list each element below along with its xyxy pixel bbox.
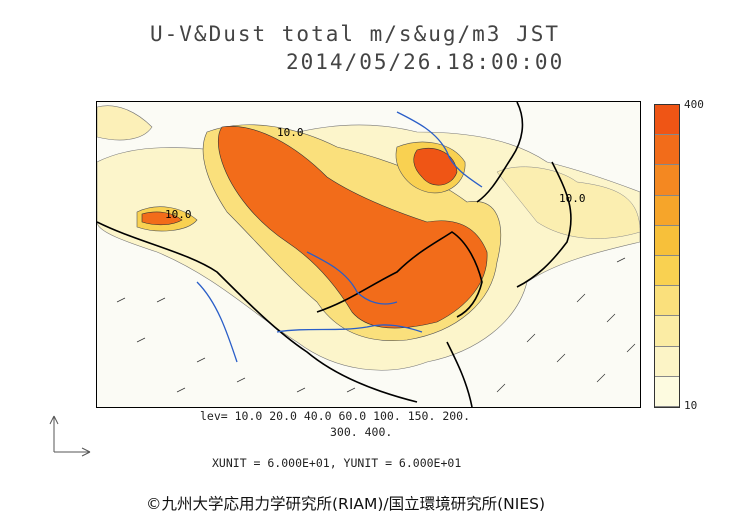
color-legend-swatch: [655, 346, 679, 377]
wind-vectors: [116, 257, 636, 393]
color-legend: [654, 104, 680, 408]
legend-max-label: 400: [684, 98, 704, 111]
map-timestamp: 2014/05/26.18:00:00: [286, 50, 565, 74]
color-legend-swatch: [655, 225, 679, 256]
contour-levels: lev= 10.0 20.0 40.0 60.0 100. 150. 200.: [200, 409, 471, 423]
reference-vector-icon: [49, 415, 91, 457]
dust-core: [141, 126, 488, 329]
color-legend-swatch: [655, 135, 679, 166]
color-legend-swatch: [655, 376, 679, 407]
contour-label: 10.0: [559, 192, 586, 205]
color-legend-swatch: [655, 165, 679, 196]
color-legend-swatch: [655, 286, 679, 317]
dust-map: 10.0 10.0 10.0: [96, 101, 641, 408]
color-legend-swatch: [655, 316, 679, 347]
color-legend-swatch: [655, 255, 679, 287]
contour-label: 10.0: [277, 126, 304, 139]
color-legend-swatch: [655, 105, 679, 136]
rivers: [196, 111, 483, 363]
contour-levels-cont: 300. 400.: [330, 425, 393, 439]
vector-units: XUNIT = 6.000E+01, YUNIT = 6.000E+01: [212, 456, 462, 470]
copyright: ©九州大学応用力学研究所(RIAM)/国立環境研究所(NIES): [146, 495, 546, 513]
borders: [97, 102, 572, 407]
legend-min-label: 10: [684, 399, 698, 412]
color-legend-swatch: [655, 195, 679, 226]
contour-label: 10.0: [165, 208, 192, 221]
map-title: U-V&Dust total m/s&ug/m3 JST: [150, 22, 561, 46]
